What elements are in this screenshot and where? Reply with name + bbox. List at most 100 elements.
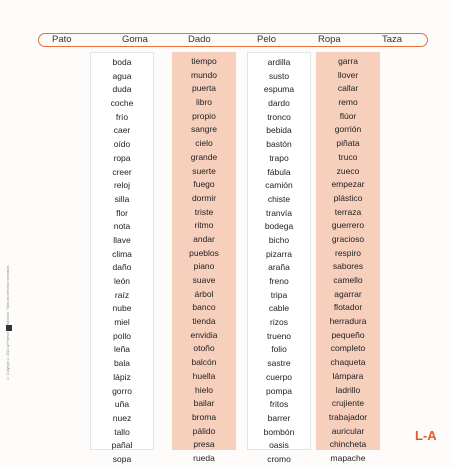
word-item: grande	[190, 151, 218, 162]
word-item: lámpara	[332, 370, 364, 381]
word-item: pizarra	[266, 248, 292, 259]
word-item: dardo	[268, 98, 290, 109]
word-item: rizos	[270, 317, 288, 328]
publisher-logo	[6, 325, 12, 331]
word-item: gorrión	[334, 124, 362, 135]
word-item: flotador	[333, 302, 363, 313]
word-item: flúor	[339, 110, 357, 121]
word-item: tallo	[114, 426, 130, 437]
word-item: bombón	[263, 426, 295, 437]
word-item: banco	[192, 302, 216, 313]
word-item: sopa	[112, 453, 132, 464]
word-item: sastre	[267, 358, 291, 369]
word-item: camión	[265, 180, 293, 191]
word-item: trapo	[269, 152, 289, 163]
word-column-4: garra llover callar remo flúor gorrión piñata t…	[316, 52, 380, 463]
word-item: freno	[269, 276, 289, 286]
word-item: oído	[113, 139, 131, 150]
word-item: chaqueta	[330, 357, 366, 368]
word-item: tiempo	[191, 56, 217, 66]
word-item: guerrero	[331, 220, 365, 231]
word-item: triste	[194, 206, 214, 217]
word-item: envidia	[190, 329, 218, 340]
word-item: cielo	[195, 138, 213, 149]
word-item: libro	[195, 97, 213, 108]
word-item: caer	[113, 125, 131, 136]
word-item: miel	[114, 317, 130, 328]
word-item: bebida	[266, 125, 292, 136]
word-item: andar	[193, 233, 215, 244]
header-word: Ropa	[318, 34, 341, 45]
word-item: creer	[112, 166, 132, 177]
word-item: puerta	[191, 83, 217, 94]
header-word-bar	[38, 33, 428, 47]
word-item: leña	[113, 344, 131, 355]
word-item: bala	[113, 358, 131, 369]
word-item: tripa	[270, 289, 288, 300]
copyright-note: © Copyright © 2014 by Pearson Internacio…	[6, 265, 10, 380]
word-item: otoño	[193, 343, 215, 354]
word-item: nota	[113, 221, 131, 232]
word-item: garra	[338, 56, 358, 66]
word-item: clima	[112, 248, 132, 259]
word-item: gorro	[112, 385, 132, 396]
word-item: ritmo	[194, 220, 214, 231]
word-item: raíz	[114, 289, 130, 300]
word-item: mundo	[191, 69, 217, 80]
word-item: pañal	[111, 440, 133, 451]
word-item: herradura	[329, 316, 367, 327]
word-item: chiste	[267, 193, 291, 204]
word-item: fritos	[269, 399, 289, 410]
word-item: tranvía	[266, 207, 292, 218]
word-item: ardilla	[267, 57, 291, 67]
word-item: cromo	[267, 453, 291, 464]
word-item: hielo	[195, 384, 213, 395]
header-word: Pato	[52, 34, 72, 45]
header-word: Goma	[122, 34, 148, 45]
word-item: remo	[338, 97, 358, 108]
word-item: zueco	[336, 165, 360, 176]
word-item: sabores	[332, 261, 364, 272]
word-item: araña	[268, 262, 290, 273]
word-item: ropa	[113, 152, 131, 163]
word-item: frío	[115, 111, 129, 122]
word-item: oasis	[269, 440, 289, 451]
word-item: susto	[268, 70, 290, 81]
word-item: ladrillo	[335, 384, 361, 395]
word-item: coche	[110, 98, 134, 109]
word-item: árbol	[194, 288, 214, 299]
word-item: bastón	[266, 139, 292, 150]
word-item: terraza	[334, 206, 362, 217]
word-item: callar	[337, 83, 359, 94]
word-item: presa	[193, 439, 215, 450]
word-item: cuerpo	[266, 371, 292, 382]
word-item: crujiente	[331, 398, 365, 409]
word-item: dormir	[191, 192, 217, 203]
word-item: pueblos	[189, 247, 219, 258]
word-item: chincheta	[329, 439, 367, 450]
word-item: pequeño	[331, 329, 365, 340]
word-item: espuma	[263, 84, 295, 95]
word-item: barrer	[267, 412, 291, 423]
word-item: pollo	[113, 330, 131, 341]
word-item: respiro	[335, 247, 361, 258]
word-item: agarrar	[334, 288, 362, 299]
word-item: suerte	[192, 165, 216, 176]
word-item: gracioso	[331, 233, 365, 244]
word-item: trabajador	[328, 411, 368, 422]
header-word: Pelo	[257, 34, 277, 45]
word-item: flor	[116, 207, 128, 218]
word-item: trueno	[266, 330, 292, 341]
word-item: fábula	[267, 166, 291, 177]
word-item: nuez	[112, 412, 132, 423]
word-item: uña	[114, 399, 130, 410]
word-item: folio	[271, 344, 287, 355]
word-item: truco	[338, 151, 358, 162]
word-item: tronco	[267, 111, 291, 122]
word-item: tienda	[192, 316, 216, 327]
word-item: llave	[113, 234, 131, 245]
header-word: Taza	[382, 34, 403, 45]
word-column-1: boda agua duda coche frío caer oído ropa creer re…	[90, 52, 154, 464]
word-item: rueda	[193, 452, 215, 463]
word-item: boda	[112, 57, 132, 67]
